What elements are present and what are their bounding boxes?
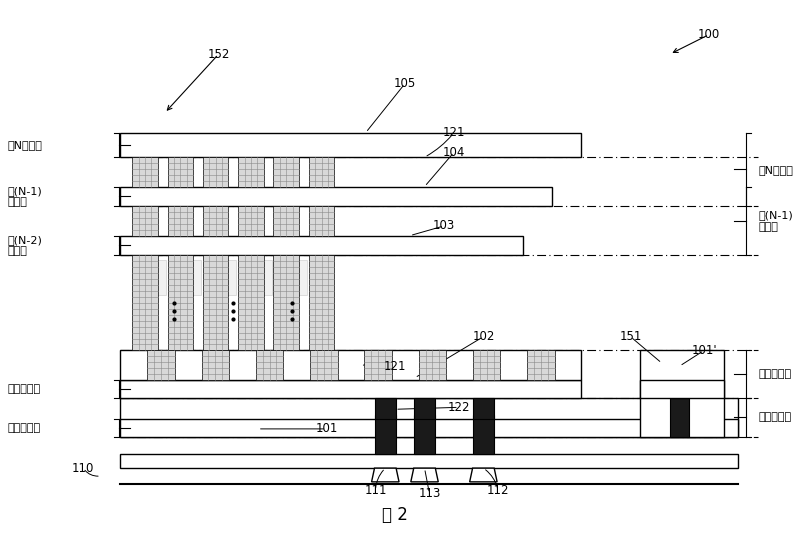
Bar bbox=[238, 255, 264, 350]
Text: 图 2: 图 2 bbox=[382, 506, 408, 524]
Text: 113: 113 bbox=[418, 487, 441, 500]
Text: 110: 110 bbox=[72, 462, 94, 475]
Bar bbox=[167, 255, 193, 350]
Bar bbox=[473, 415, 494, 454]
Text: 122: 122 bbox=[448, 401, 470, 414]
Text: 101: 101 bbox=[315, 422, 338, 435]
Bar bbox=[203, 157, 228, 187]
Bar bbox=[640, 350, 724, 437]
Bar bbox=[121, 454, 738, 468]
Bar bbox=[167, 157, 193, 187]
Bar bbox=[374, 397, 396, 419]
Text: 105: 105 bbox=[394, 77, 416, 90]
Text: 102: 102 bbox=[472, 330, 494, 343]
Bar bbox=[374, 415, 396, 454]
Bar bbox=[414, 415, 435, 454]
Text: 第二配线层: 第二配线层 bbox=[8, 384, 41, 394]
Text: 111: 111 bbox=[364, 484, 386, 497]
Bar bbox=[246, 260, 271, 294]
Bar bbox=[121, 419, 738, 437]
Text: 104: 104 bbox=[442, 146, 465, 159]
Bar bbox=[175, 260, 201, 294]
Bar bbox=[132, 206, 158, 235]
Polygon shape bbox=[371, 468, 399, 482]
Bar bbox=[132, 255, 158, 350]
Bar bbox=[256, 350, 283, 380]
Bar bbox=[309, 157, 334, 187]
Bar bbox=[121, 397, 738, 437]
Text: 101': 101' bbox=[691, 344, 717, 357]
Polygon shape bbox=[411, 468, 438, 482]
Bar bbox=[238, 206, 264, 235]
Bar bbox=[147, 350, 174, 380]
Bar bbox=[527, 350, 554, 380]
Bar bbox=[309, 255, 334, 350]
Bar bbox=[140, 260, 166, 294]
Bar bbox=[418, 350, 446, 380]
Text: 112: 112 bbox=[487, 484, 510, 497]
Bar bbox=[203, 206, 228, 235]
Text: 121: 121 bbox=[384, 360, 406, 373]
Text: 151: 151 bbox=[619, 330, 642, 343]
Text: 121: 121 bbox=[442, 126, 466, 139]
Text: 第一绝缘膜: 第一绝缘膜 bbox=[758, 412, 791, 422]
Bar bbox=[473, 350, 500, 380]
Text: 第二绝缘膜: 第二绝缘膜 bbox=[758, 369, 791, 379]
Text: 第N绝缘膜: 第N绝缘膜 bbox=[758, 165, 793, 175]
Bar bbox=[132, 157, 158, 187]
Text: 第(N-2)
配线层: 第(N-2) 配线层 bbox=[8, 235, 42, 256]
Bar bbox=[167, 206, 193, 235]
Text: 103: 103 bbox=[433, 219, 455, 232]
Bar bbox=[310, 350, 338, 380]
Bar bbox=[121, 235, 522, 255]
Bar bbox=[282, 260, 307, 294]
Bar bbox=[274, 206, 299, 235]
Bar bbox=[121, 380, 582, 397]
Bar bbox=[274, 255, 299, 350]
Text: 第一配线层: 第一配线层 bbox=[8, 423, 41, 433]
Bar bbox=[121, 350, 582, 380]
Bar bbox=[238, 157, 264, 187]
Bar bbox=[670, 397, 690, 437]
Text: 100: 100 bbox=[698, 28, 720, 41]
Polygon shape bbox=[470, 468, 497, 482]
Bar bbox=[121, 133, 582, 157]
Text: 152: 152 bbox=[207, 48, 230, 60]
Bar bbox=[640, 380, 724, 397]
Bar bbox=[121, 187, 552, 206]
Text: 第N配线层: 第N配线层 bbox=[8, 140, 42, 151]
Bar bbox=[309, 206, 334, 235]
Bar bbox=[210, 260, 236, 294]
Bar bbox=[203, 255, 228, 350]
Bar bbox=[364, 350, 392, 380]
Bar bbox=[202, 350, 229, 380]
Bar bbox=[473, 397, 494, 419]
Text: 第(N-1)
绝缘膜: 第(N-1) 绝缘膜 bbox=[758, 210, 793, 232]
Bar bbox=[414, 397, 435, 419]
Bar bbox=[274, 157, 299, 187]
Text: 第(N-1)
配线层: 第(N-1) 配线层 bbox=[8, 186, 42, 207]
